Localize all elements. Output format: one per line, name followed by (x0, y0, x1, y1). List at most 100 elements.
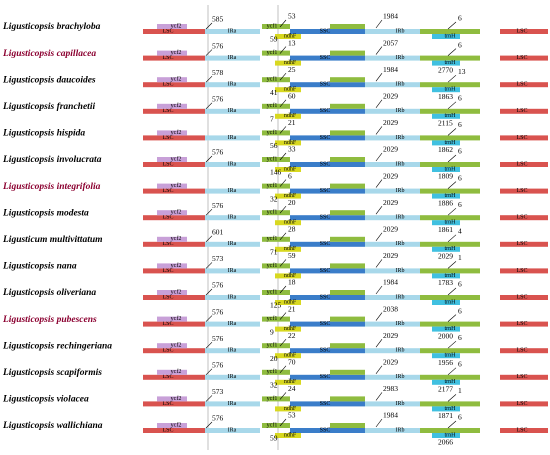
segment-bar (420, 188, 480, 194)
segment-bar (205, 295, 260, 300)
arrow (447, 420, 457, 429)
segment-label: LSC (162, 188, 173, 194)
segment-bar (500, 268, 548, 274)
boundary-number: 1886 (438, 198, 453, 207)
segment-bar (290, 55, 365, 61)
boundary-number: 1984 (383, 65, 398, 74)
segment-bar (262, 290, 290, 295)
segment-bar (262, 316, 290, 322)
arrow (447, 367, 457, 376)
segment-label: IRb (396, 82, 405, 88)
segment-bar (500, 188, 548, 194)
boundary-number: 53 (288, 411, 296, 420)
arrow (375, 339, 383, 348)
segment-label: IRa (228, 108, 237, 114)
segment-bar (157, 183, 187, 189)
segment-bar (500, 241, 548, 247)
segment-bar (365, 108, 420, 114)
segment-bar (157, 236, 187, 242)
segment-label: LSC (162, 427, 173, 433)
species-name: Ligusticopsis capillacea (2, 49, 96, 59)
segment-label: ycf1 (267, 182, 278, 189)
boundary-number: 1871 (438, 411, 453, 420)
boundary-number: 2057 (383, 38, 398, 47)
boundary-number: 71 (270, 248, 278, 257)
arrow (447, 287, 457, 296)
segment-label: LSC (162, 321, 173, 327)
segment-label: LSC (162, 82, 173, 88)
segment-bar (290, 215, 365, 221)
arrow (447, 261, 457, 269)
segment-label: LSC (516, 268, 527, 274)
segment-bar (143, 135, 205, 141)
arrow (205, 102, 213, 110)
segment-label: ycf1 (267, 262, 278, 269)
segment-label: IRa (228, 374, 237, 380)
boundary-number: 2000 (438, 331, 453, 340)
arrow (447, 181, 457, 189)
segment-bar (205, 215, 260, 221)
segment-bar (275, 34, 301, 39)
segment-bar (157, 263, 187, 269)
segment-label: LSC (516, 294, 527, 300)
segment-bar (205, 401, 260, 407)
segment-bar (330, 157, 365, 162)
segment-bar (500, 428, 548, 433)
segment-bar (275, 113, 301, 119)
arrow (375, 152, 383, 162)
segment-label: LSC (516, 82, 527, 88)
segment-bar (275, 167, 301, 172)
arrow (279, 206, 287, 214)
boundary-number: 576 (212, 95, 224, 104)
boundary-number: 2029 (383, 145, 398, 154)
segment-bar (205, 162, 260, 167)
segment-bar (143, 188, 205, 194)
segment-bar (365, 188, 420, 194)
segment-bar (143, 241, 205, 247)
segment-label: ycf2 (171, 262, 182, 269)
segment-label: SSC (320, 427, 331, 433)
arrow (447, 394, 457, 402)
segment-bar (330, 130, 365, 136)
segment-label: ycf1 (267, 395, 278, 402)
segment-label: IRa (228, 82, 237, 88)
boundary-number: 1809 (438, 172, 453, 181)
segment-bar (290, 108, 365, 114)
segment-bar (365, 241, 420, 247)
segment-label: ycf2 (171, 342, 182, 349)
segment-bar (143, 162, 205, 167)
species-name: Ligusticopsis brachyloba (2, 22, 101, 32)
segment-label: LSC (162, 294, 173, 300)
species-name: Ligusticopsis integrifolia (2, 182, 101, 192)
boundary-number: 59 (270, 434, 278, 443)
segment-label: ndhF (284, 406, 297, 412)
arrow (447, 48, 457, 56)
segment-label: LSC (162, 55, 173, 61)
arrow (447, 340, 457, 349)
segment-bar (262, 236, 290, 242)
segment-bar (157, 343, 187, 349)
species-name: Ligusticopsis wallichiana (2, 421, 103, 431)
segment-label: IRa (228, 241, 237, 247)
boundary-number: 6 (458, 14, 462, 23)
segment-bar (205, 348, 260, 354)
segment-bar (330, 423, 365, 428)
segment-bar (205, 321, 260, 327)
segment-label: ndhF (284, 353, 297, 359)
segment-label: LSC (162, 108, 173, 114)
arrow (205, 421, 213, 429)
boundary-number: 59 (288, 251, 296, 260)
segment-label: IRb (396, 161, 405, 167)
boundary-number: 13 (458, 67, 466, 76)
segment-bar (500, 135, 548, 141)
arrow (205, 75, 213, 83)
segment-bar (157, 210, 187, 216)
segment-label: SSC (320, 241, 331, 247)
segment-label: IRb (396, 188, 405, 194)
segment-label: LSC (162, 268, 173, 274)
segment-bar (143, 29, 205, 34)
segment-bar (275, 273, 301, 279)
boundary-number: 1783 (438, 278, 453, 287)
segment-bar (205, 374, 260, 380)
segment-label: IRb (396, 28, 405, 34)
